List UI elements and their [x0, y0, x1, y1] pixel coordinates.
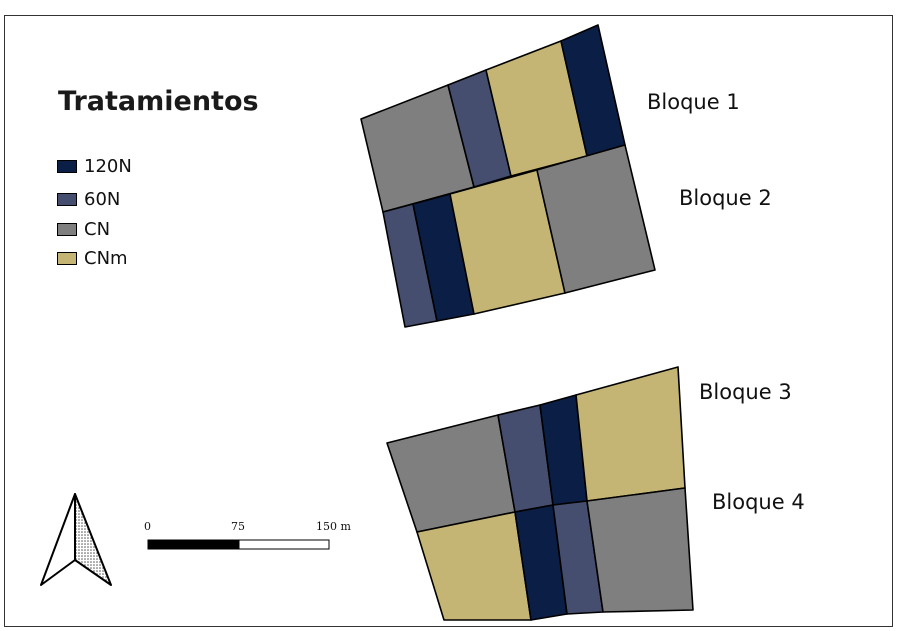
scale-tick-0: 0	[144, 520, 151, 533]
legend-item-60n: 60N	[57, 188, 120, 210]
legend-label: CN	[84, 218, 111, 240]
legend-item-120n: 120N	[57, 155, 132, 177]
block-label-1: Bloque 1	[647, 90, 740, 114]
plot-bloque2-4	[536, 144, 656, 294]
legend-swatch	[57, 251, 77, 265]
legend-swatch	[57, 159, 77, 173]
legend-swatch	[57, 192, 77, 206]
scale-bar	[147, 539, 330, 550]
plot-bloque3-4	[575, 366, 686, 502]
block-label-4: Bloque 4	[712, 490, 805, 514]
legend-item-cn: CN	[57, 218, 110, 240]
block-label-2: Bloque 2	[679, 186, 772, 210]
legend-item-cnm: CNm	[57, 247, 128, 269]
legend-label: 120N	[84, 155, 132, 177]
scale-tick-150: 150 m	[316, 520, 351, 533]
block-label-3: Bloque 3	[699, 380, 792, 404]
plot-bloque3-1	[386, 414, 516, 533]
legend-title: Tratamientos	[58, 86, 259, 117]
legend-swatch	[57, 222, 77, 236]
legend-label: CNm	[84, 247, 128, 269]
north-arrow-icon	[40, 493, 112, 586]
legend-label: 60N	[84, 188, 121, 210]
scale-tick-75: 75	[231, 520, 245, 533]
plot-bloque4-1	[416, 511, 532, 621]
plot-bloque4-4	[586, 487, 694, 613]
